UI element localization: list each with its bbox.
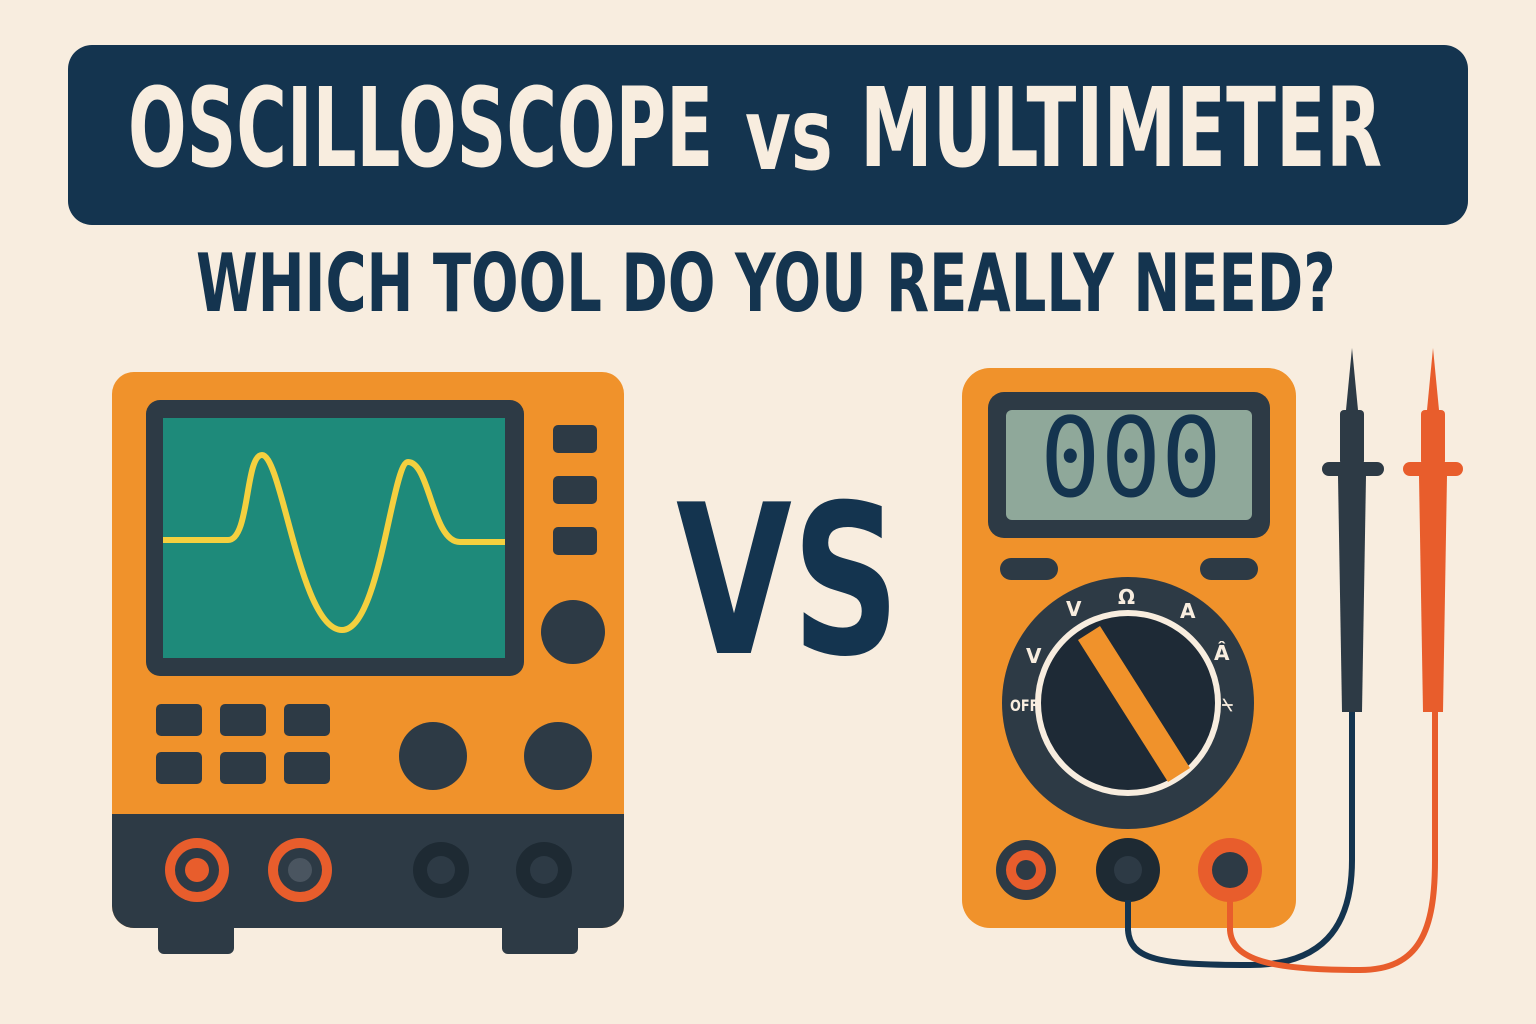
display-value: 000 — [1040, 394, 1222, 522]
dial-label-ohm: Ω — [1118, 585, 1136, 609]
dial-label-amp: A — [1180, 599, 1196, 623]
vs-label: VS — [676, 461, 900, 703]
keypad — [156, 704, 330, 784]
side-button — [553, 527, 597, 555]
button-left — [1000, 558, 1058, 580]
dial-label-continuity: ⍀ — [1222, 695, 1233, 716]
input-jacks — [996, 838, 1262, 902]
dial-label-v-dc: V — [1066, 597, 1082, 621]
knob — [524, 722, 592, 790]
waveform — [163, 451, 505, 634]
input-jacks — [165, 838, 572, 902]
title-left: OSCILLOSCOPE — [128, 64, 714, 192]
title-banner — [68, 45, 1468, 225]
black-lead — [1125, 700, 1355, 969]
button-right — [1200, 558, 1258, 580]
side-button — [553, 476, 597, 504]
dial-label-off: OFF — [1010, 696, 1039, 715]
oscilloscope-illustration — [112, 372, 624, 954]
multimeter-illustration — [962, 348, 1463, 974]
probe-black-icon — [1322, 348, 1384, 712]
knob — [541, 600, 605, 664]
dial-pointer — [1078, 626, 1190, 782]
dial-label-v-ac: V — [1026, 644, 1042, 668]
probe-red-icon — [1403, 348, 1463, 712]
lcd — [1006, 410, 1252, 520]
side-button — [553, 425, 597, 453]
title-right: MULTIMETER — [860, 64, 1383, 192]
subtitle: WHICH TOOL DO YOU REALLY NEED? — [196, 237, 1336, 330]
red-lead — [1227, 700, 1438, 974]
title-vs: vs — [745, 76, 833, 193]
dial-label-amp-ac: Â — [1214, 641, 1230, 665]
knob — [399, 722, 467, 790]
